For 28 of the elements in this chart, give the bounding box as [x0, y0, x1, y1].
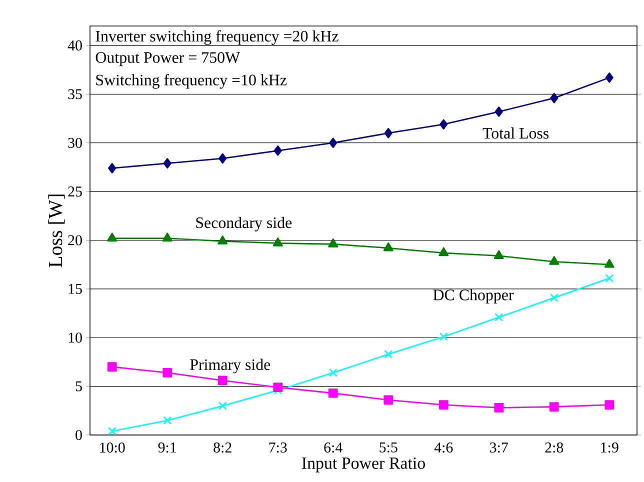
- y-tick-label: 40: [68, 40, 82, 51]
- annotation: Inverter switching frequency =20 kHz: [96, 30, 338, 45]
- annotation: Output Power = 750W: [96, 52, 240, 66]
- y-axis-title: Loss [W]: [48, 194, 65, 268]
- y-tick-label: 30: [68, 138, 82, 148]
- y-tick-label: 35: [68, 89, 82, 100]
- x-tick-label: 1:9: [601, 442, 618, 453]
- x-tick-label: 7:3: [269, 442, 287, 453]
- y-tick-label: 0: [76, 430, 82, 440]
- y-tick-label: 5: [76, 381, 82, 392]
- x-tick-label: 6:4: [324, 442, 342, 453]
- x-tick-label: 8:2: [214, 442, 232, 453]
- y-tick-label: 10: [68, 332, 82, 343]
- x-axis-title: Input Power Ratio: [302, 458, 425, 472]
- y-tick-label: 20: [68, 235, 82, 246]
- x-tick-label: 10:0: [100, 442, 125, 453]
- y-tick-label: 15: [68, 284, 82, 294]
- x-tick-label: 9:1: [158, 442, 176, 453]
- annotation: Switching frequency =10 kHz: [96, 74, 287, 89]
- series-label: Total Loss: [482, 127, 549, 139]
- series-label: DC Chopper: [433, 289, 514, 304]
- x-tick-label: 2:8: [545, 442, 564, 453]
- x-tick-label: 4:6: [434, 442, 453, 453]
- x-tick-label: 5:5: [380, 442, 398, 453]
- x-tick-label: 3:7: [490, 442, 508, 453]
- series-label: Secondary side: [196, 216, 292, 232]
- y-tick-label: 25: [68, 186, 82, 197]
- series-label: Primary side: [190, 358, 270, 374]
